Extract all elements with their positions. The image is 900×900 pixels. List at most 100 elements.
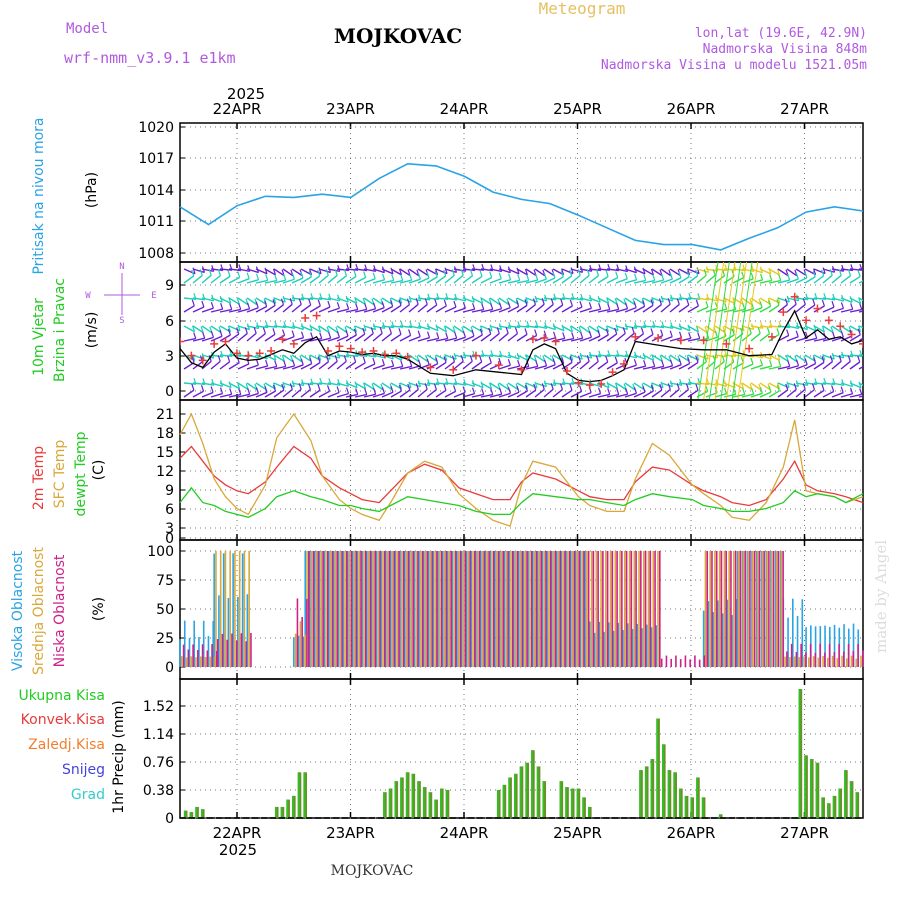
wind-barb: [453, 336, 466, 342]
top-date-label: 26APR: [667, 100, 716, 118]
wind-barb: [489, 278, 502, 284]
wind-barb: [579, 391, 592, 398]
precip-bar-total: [422, 787, 425, 818]
wind-barb: [489, 354, 502, 358]
wind-barb-feather: [614, 298, 618, 305]
wind-barb: [714, 275, 725, 284]
wind-barb: [183, 389, 195, 398]
wind-barb: [840, 325, 852, 334]
wind-barb: [327, 268, 340, 272]
wind-barb: [210, 268, 223, 272]
wind-barb: [633, 297, 645, 305]
wind-barb: [759, 305, 771, 313]
wind-barb-feather: [802, 298, 806, 305]
wind-barb: [777, 279, 790, 284]
wind-barb: [759, 279, 772, 284]
wind-barb-feather: [676, 298, 680, 305]
wind-barb-feather: [463, 265, 467, 272]
wind-barb-feather: [634, 273, 638, 281]
wind-barb: [390, 390, 402, 398]
wind-barb-feather: [300, 331, 305, 338]
wind-barb-feather: [812, 298, 816, 306]
y-tick-label: 0.76: [143, 755, 174, 771]
bottom-date-label: 23APR: [326, 824, 375, 842]
wind-barb-feather: [805, 379, 809, 386]
wind-barb: [408, 382, 421, 388]
wind-barb-feather: [541, 383, 545, 390]
wind-barb: [399, 268, 411, 277]
wind-barb-feather: [229, 303, 233, 310]
wind-barb-feather: [560, 268, 565, 275]
wind-barb-feather: [364, 303, 368, 310]
wind-barb-feather: [787, 360, 791, 367]
wind-barb: [255, 325, 268, 329]
wind-barb-feather: [813, 357, 817, 364]
wind-barb-feather: [597, 387, 602, 394]
precip-panel: 1.52 1.14 0.76 0.38 0: [143, 678, 864, 827]
wind-barb: [318, 306, 331, 313]
wind-barb-feather: [569, 356, 573, 363]
wind-barb-feather: [308, 270, 312, 278]
precip-bar-total: [798, 689, 801, 818]
wind-barb: [705, 307, 718, 313]
wind-barb-feather: [317, 299, 321, 307]
wind-barb-feather: [308, 298, 312, 306]
wind-barb: [543, 364, 556, 370]
wind-barb: [795, 354, 807, 363]
wind-barb: [462, 382, 475, 388]
wind-barb: [255, 333, 266, 342]
wind-barb: [732, 362, 744, 370]
wind-barb: [273, 325, 286, 329]
wind-barb-feather: [821, 356, 825, 363]
wind-barb: [597, 361, 609, 370]
precip-bar-total: [195, 806, 198, 818]
wind-barb: [219, 297, 232, 304]
compass-e: E: [151, 291, 156, 301]
precip-bar-total: [667, 770, 670, 818]
wind-barb: [210, 325, 222, 334]
wind-barb: [516, 382, 528, 390]
wind-barb: [606, 333, 618, 342]
wind-barb: [237, 297, 249, 306]
wind-barb: [345, 297, 358, 304]
wind-barb: [444, 274, 455, 284]
wind-barb: [237, 308, 250, 313]
wind-barb: [183, 297, 197, 300]
precip-bar: [383, 792, 387, 818]
wind-barb-feather: [300, 358, 304, 366]
wind-barb: [849, 354, 863, 357]
y-tick-label: 15: [156, 445, 174, 461]
wind-barb: [822, 354, 835, 360]
wind-barb: [687, 305, 699, 313]
wind-barb: [849, 308, 862, 313]
wind-barb-feather: [274, 274, 278, 281]
wind-barb-feather: [840, 302, 845, 309]
wind-barb-feather: [516, 300, 520, 307]
wind-barb: [759, 382, 771, 391]
wind-barb: [192, 274, 203, 284]
wind-barb: [606, 354, 620, 357]
wind-barb: [201, 354, 214, 359]
wind-barb: [435, 325, 447, 333]
wind-barb: [426, 389, 437, 398]
wind-barb: [399, 334, 411, 342]
wind-barb: [840, 393, 853, 398]
wind-barb-feather: [481, 303, 485, 310]
wind-barb-feather: [857, 328, 861, 336]
pressure-panel: 1020 1017 1014 1011 1008: [138, 120, 864, 263]
wind-barb: [372, 325, 385, 330]
wind-barb-feather: [607, 303, 611, 310]
wind-barb-feather: [355, 388, 359, 395]
wind-barb: [498, 268, 511, 274]
wind-barb: [489, 268, 502, 273]
wind-barb: [741, 382, 753, 391]
wind-barb-feather: [227, 270, 231, 277]
wind-barb-feather: [534, 329, 538, 336]
wind-barb-feather: [643, 359, 647, 367]
wind-barb: [579, 354, 592, 359]
wind-barb: [462, 354, 475, 358]
wind-barb-feather: [703, 269, 707, 276]
wind-barb-feather: [343, 269, 348, 276]
precip-bar-total: [559, 781, 562, 818]
wind-barb-feather: [211, 265, 215, 272]
